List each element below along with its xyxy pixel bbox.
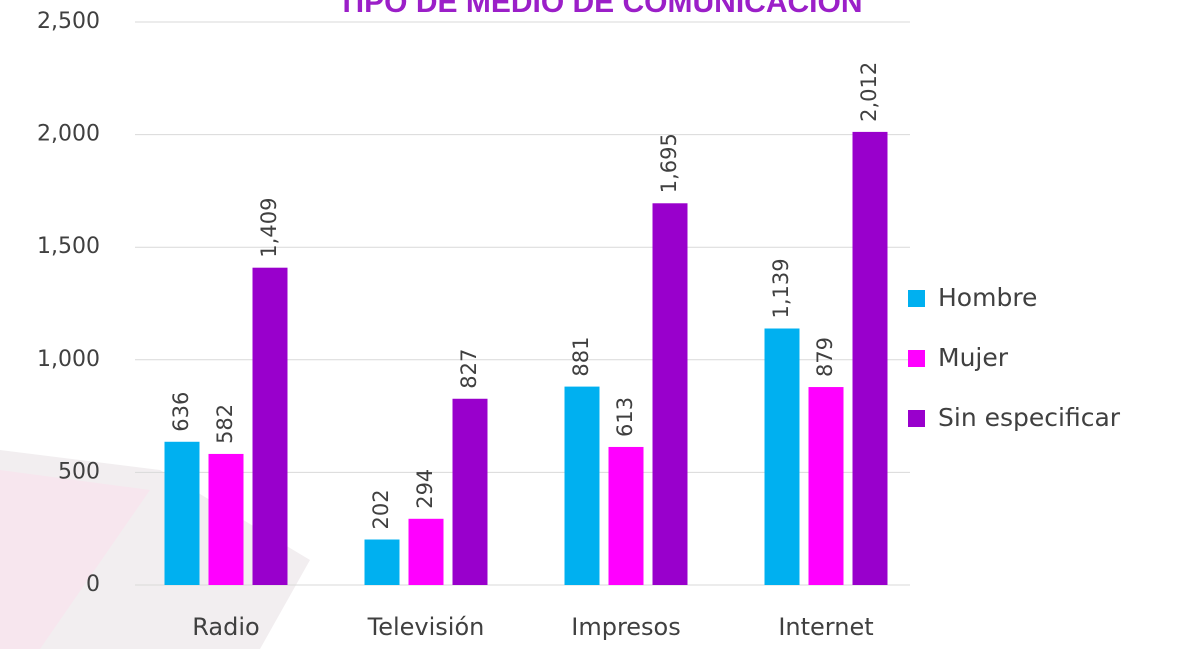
legend-label: Mujer bbox=[938, 343, 1009, 372]
data-label: 613 bbox=[613, 397, 637, 437]
data-label: 294 bbox=[413, 469, 437, 509]
legend-swatch bbox=[908, 290, 925, 307]
y-tick-label: 1,000 bbox=[37, 347, 100, 372]
bar bbox=[364, 539, 400, 585]
bar bbox=[764, 328, 800, 585]
x-tick-label: Impresos bbox=[571, 613, 681, 641]
data-label: 636 bbox=[169, 392, 193, 432]
legend-label: Sin especificar bbox=[938, 403, 1121, 432]
x-tick-label: Radio bbox=[192, 613, 259, 641]
bar bbox=[564, 386, 600, 585]
y-tick-label: 0 bbox=[86, 572, 100, 597]
chart-title: TIPO DE MEDIO DE COMUNICACIÓN bbox=[337, 0, 862, 19]
data-label: 879 bbox=[813, 337, 837, 377]
data-label: 1,139 bbox=[769, 258, 793, 318]
x-tick-label: Televisión bbox=[367, 613, 485, 641]
bar bbox=[608, 446, 644, 585]
bar bbox=[852, 131, 888, 586]
data-label: 1,695 bbox=[657, 133, 681, 193]
y-tick-label: 500 bbox=[58, 459, 100, 484]
bar bbox=[808, 387, 844, 585]
watermark bbox=[0, 470, 150, 649]
data-label: 2,012 bbox=[857, 62, 881, 122]
data-label: 582 bbox=[213, 404, 237, 444]
data-label: 827 bbox=[457, 349, 481, 389]
y-tick-label: 1,500 bbox=[37, 234, 100, 259]
data-label: 881 bbox=[569, 337, 593, 377]
data-label: 202 bbox=[369, 489, 393, 529]
bar bbox=[208, 453, 244, 585]
bar bbox=[452, 398, 488, 585]
bar bbox=[164, 441, 200, 585]
legend-label: Hombre bbox=[938, 283, 1037, 312]
legend-swatch bbox=[908, 410, 925, 427]
x-tick-label: Internet bbox=[778, 613, 873, 641]
data-label: 1,409 bbox=[257, 198, 281, 258]
legend-swatch bbox=[908, 350, 925, 367]
y-tick-label: 2,000 bbox=[37, 122, 100, 147]
bar bbox=[408, 518, 444, 585]
bar bbox=[252, 267, 288, 585]
bar bbox=[652, 203, 688, 585]
y-tick-label: 2,500 bbox=[37, 9, 100, 34]
